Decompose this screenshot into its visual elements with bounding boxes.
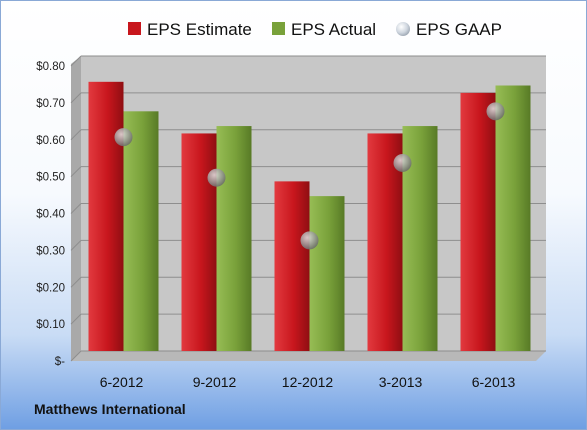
gridline-wall xyxy=(70,313,82,325)
x-axis-categories: 6-2012 9-2012 12-2012 3-2013 6-2013 xyxy=(100,374,516,390)
point-eps-gaap xyxy=(207,168,226,187)
bars xyxy=(88,81,531,351)
bar-eps-actual xyxy=(216,126,252,351)
y-tick-label: $0.20 xyxy=(36,282,65,294)
legend-swatch-actual xyxy=(272,22,285,35)
x-category-label: 12-2012 xyxy=(282,374,334,390)
gridline-wall xyxy=(70,92,82,104)
point-eps-gaap xyxy=(300,231,319,250)
bar-eps-estimate xyxy=(181,133,217,351)
point-eps-gaap xyxy=(393,153,412,172)
plot-floor xyxy=(71,351,546,361)
bar-eps-actual xyxy=(495,85,531,351)
bar-eps-actual xyxy=(309,196,345,351)
y-tick-label: $0.10 xyxy=(36,319,65,331)
y-tick-label: $0.70 xyxy=(36,98,65,110)
point-eps-gaap xyxy=(486,102,505,121)
company-name: Matthews International xyxy=(34,401,186,417)
legend-label-estimate: EPS Estimate xyxy=(147,20,252,39)
y-tick-label: $0.50 xyxy=(36,172,65,184)
gridline-wall xyxy=(70,166,82,177)
x-category-label: 6-2013 xyxy=(472,374,516,390)
gridline-wall xyxy=(70,129,82,141)
legend-label-gaap: EPS GAAP xyxy=(416,20,502,39)
x-category-label: 6-2012 xyxy=(100,374,144,390)
bar-eps-estimate xyxy=(460,92,496,351)
y-tick-label: $- xyxy=(55,356,65,368)
gridline-wall xyxy=(70,276,82,288)
x-category-label: 3-2013 xyxy=(379,374,423,390)
legend: EPS Estimate EPS Actual EPS GAAP xyxy=(128,20,502,39)
y-tick-label: $0.60 xyxy=(36,135,65,147)
y-axis-ticks: $- $0.10 $0.20 $0.30 $0.40 $0.50 $0.60 $0.70 $0.… xyxy=(36,61,65,368)
gridline-wall xyxy=(70,350,82,362)
x-category-label: 9-2012 xyxy=(193,374,237,390)
y-tick-label: $0.80 xyxy=(36,61,65,73)
gridline-wall xyxy=(70,203,82,214)
gridline-wall xyxy=(70,240,82,251)
bar-eps-actual xyxy=(123,111,159,351)
y-tick-label: $0.30 xyxy=(36,245,65,257)
bar-eps-estimate xyxy=(274,181,310,351)
gridline-wall xyxy=(70,55,82,67)
y-tick-label: $0.40 xyxy=(36,209,65,221)
bar-eps-estimate xyxy=(88,81,124,351)
legend-swatch-estimate xyxy=(128,22,141,35)
legend-swatch-gaap xyxy=(396,22,410,36)
point-eps-gaap xyxy=(114,128,133,147)
legend-label-actual: EPS Actual xyxy=(291,20,376,39)
